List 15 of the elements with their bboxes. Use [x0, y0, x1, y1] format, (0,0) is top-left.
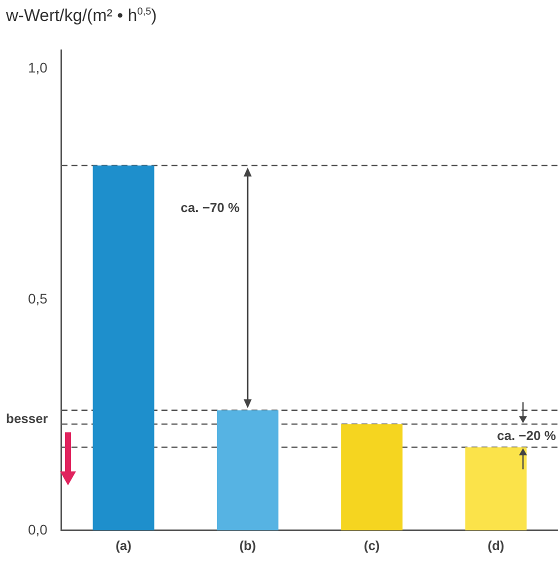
x-tick-label: (a)	[116, 538, 132, 553]
x-tick-label: (b)	[239, 538, 256, 553]
annotation: ca. −20 %	[497, 428, 556, 444]
y-tick-label: 0,5	[28, 290, 48, 306]
annotation: ca. −70 %	[180, 200, 240, 216]
y-axis-title: w-Wert/kg/(m² • h$^{0,5}$)	[6, 6, 157, 26]
x-tick-label: (c)	[364, 538, 380, 553]
bar	[341, 424, 403, 530]
bar	[92, 165, 154, 530]
y-tick-label: 0,0	[28, 521, 48, 538]
bar	[465, 447, 527, 530]
bar	[216, 410, 278, 530]
x-tick-label: (d)	[488, 538, 504, 553]
text: besser	[6, 410, 48, 426]
y-tick-label: 1,0	[28, 59, 48, 76]
